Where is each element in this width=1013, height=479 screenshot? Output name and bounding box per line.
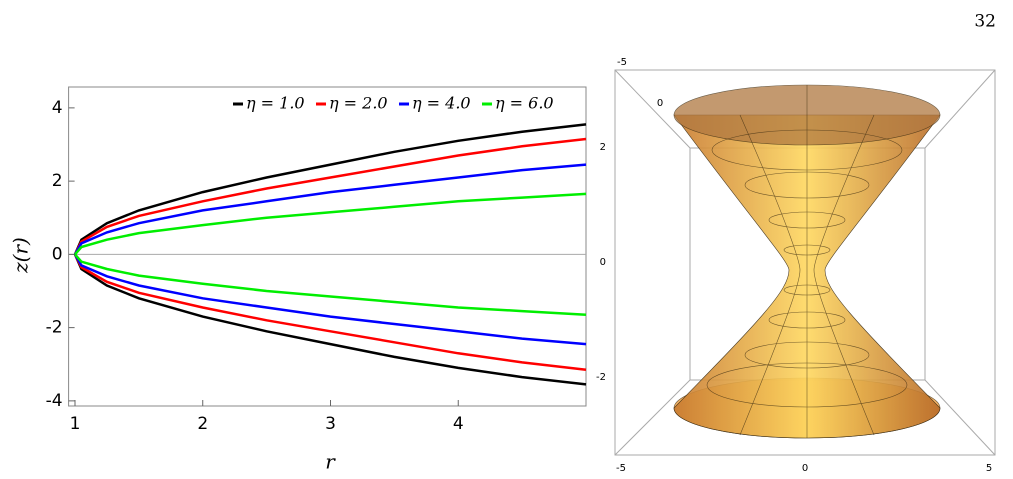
y-tick-label: 0 [657,98,663,109]
page-number: 32 [974,12,996,32]
line-series [74,192,587,256]
legend-label: η = 6.0 [495,94,554,113]
line-series [73,253,587,346]
x-axis-label: r [325,450,336,474]
line-series [73,123,587,255]
hyperboloid [673,84,941,439]
z-tick-label: -2 [596,372,606,383]
y-tick-label: 0 [52,244,63,264]
x-tick-label: 2 [197,414,208,434]
legend-label: η = 2.0 [329,94,388,113]
x-tick-label: -5 [616,463,626,474]
line-series [73,137,587,255]
y-tick-label: 4 [52,98,63,118]
x-tick-label: 0 [802,463,808,474]
line-series [73,253,587,386]
x-tick-label: 4 [453,414,464,434]
z-tick-label: 2 [600,142,606,153]
y-tick-label: -5 [617,57,627,68]
y-tick-label: -4 [46,391,63,411]
line-series [73,253,587,371]
plot-frame [68,86,587,407]
legend-label: η = 1.0 [246,94,305,113]
z-tick-label: 0 [600,257,606,268]
x-tick-label: 5 [986,463,992,474]
line-series [73,163,587,256]
y-axis-label: z(r) [9,237,33,274]
y-tick-label: -2 [46,318,63,338]
legend-label: η = 4.0 [412,94,471,113]
y-tick-label: 2 [52,171,63,191]
x-tick-label: 3 [325,414,336,434]
line-series [74,253,587,317]
x-tick-label: 1 [70,414,81,434]
